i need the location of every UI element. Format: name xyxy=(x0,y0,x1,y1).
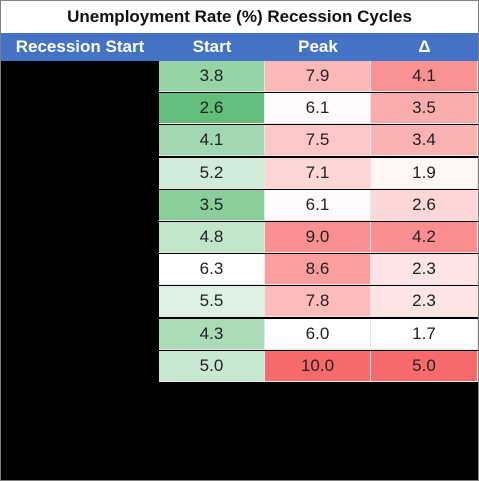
cell-peak: 7.9 xyxy=(265,61,371,92)
column-header-recession-start: Recession Start xyxy=(15,37,145,56)
cell-start: 4.3 xyxy=(159,318,265,350)
cell-delta: 3.4 xyxy=(371,125,478,157)
cell-peak: 7.8 xyxy=(265,286,371,318)
cell-peak: 7.5 xyxy=(265,125,371,157)
cell-start: 3.5 xyxy=(159,189,265,221)
table-row: 4.1 7.5 3.4 xyxy=(1,125,478,157)
table-row: 5.2 7.1 1.9 xyxy=(1,157,478,190)
cell-start: 6.3 xyxy=(159,254,265,286)
cell-recession-start xyxy=(1,350,159,382)
cell-recession-start xyxy=(1,125,159,157)
cell-peak: 8.6 xyxy=(265,254,371,286)
table-body: 3.8 7.9 4.1 2.6 6.1 3.5 4.1 7.5 3.4 5.2 7.1 1.9 3.5 6… xyxy=(1,61,478,383)
cell-peak: 10.0 xyxy=(265,350,371,382)
table-header-row: Recession Start Start Peak Δ xyxy=(1,33,478,61)
cell-delta: 2.3 xyxy=(371,286,478,318)
cell-delta: 4.1 xyxy=(371,61,478,92)
cell-start: 4.1 xyxy=(159,125,265,157)
cell-start: 2.6 xyxy=(159,93,265,125)
column-header-delta: Δ xyxy=(418,37,431,56)
cell-recession-start xyxy=(1,221,159,253)
cell-start: 5.0 xyxy=(159,350,265,382)
cell-delta: 1.7 xyxy=(371,318,478,350)
table-row: 3.5 6.1 2.6 xyxy=(1,189,478,222)
cell-start: 4.8 xyxy=(159,221,265,253)
table-row: 2.6 6.1 3.5 xyxy=(1,93,478,125)
cell-start: 5.2 xyxy=(159,157,265,189)
cell-delta: 3.5 xyxy=(371,93,478,125)
cell-peak: 6.1 xyxy=(265,189,371,221)
cell-delta: 4.2 xyxy=(371,221,478,253)
table-row: 4.8 9.0 4.2 xyxy=(1,221,478,254)
cell-start: 3.8 xyxy=(159,61,265,92)
table-row: 4.3 6.0 1.7 xyxy=(1,318,478,351)
cell-recession-start xyxy=(1,254,159,286)
cell-recession-start xyxy=(1,286,159,318)
cell-recession-start xyxy=(1,189,159,221)
table-title: Unemployment Rate (%) Recession Cycles xyxy=(1,1,478,33)
cell-delta: 2.3 xyxy=(371,254,478,286)
cell-delta: 1.9 xyxy=(371,157,478,189)
column-header-start: Start xyxy=(192,37,232,56)
cell-recession-start xyxy=(1,93,159,125)
cell-recession-start xyxy=(1,318,159,350)
cell-peak: 9.0 xyxy=(265,221,371,253)
cell-delta: 2.6 xyxy=(371,189,478,221)
table-row: 3.8 7.9 4.1 xyxy=(1,61,478,93)
cell-peak: 7.1 xyxy=(265,157,371,189)
cell-peak: 6.1 xyxy=(265,93,371,125)
cell-delta: 5.0 xyxy=(371,350,478,382)
table-row: 6.3 8.6 2.3 xyxy=(1,254,478,286)
table-row: 5.5 7.8 2.3 xyxy=(1,286,478,318)
column-header-peak: Peak xyxy=(298,37,338,56)
table-row: 5.0 10.0 5.0 xyxy=(1,350,478,383)
cell-recession-start xyxy=(1,157,159,189)
cell-start: 5.5 xyxy=(159,286,265,318)
cell-recession-start xyxy=(1,61,159,92)
cell-peak: 6.0 xyxy=(265,318,371,350)
